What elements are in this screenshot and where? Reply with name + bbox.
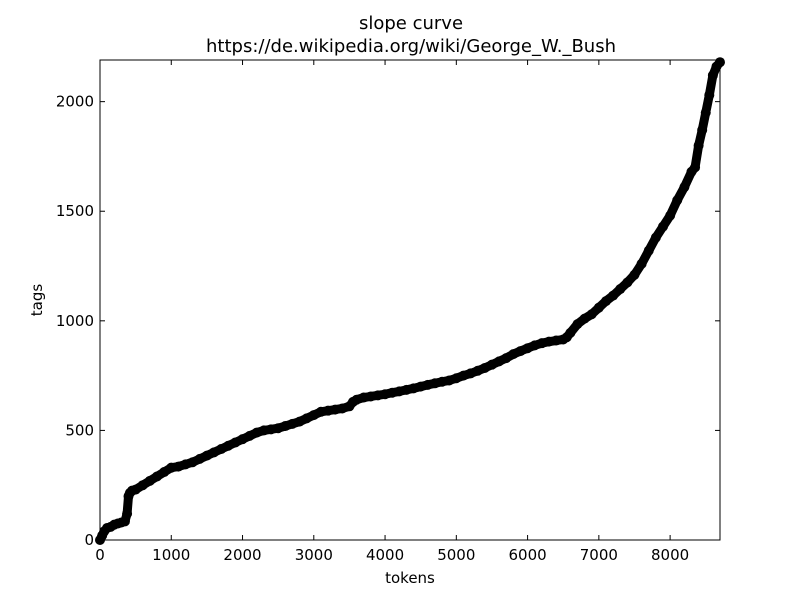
data-point: [608, 290, 619, 301]
data-point: [152, 471, 163, 482]
data-point: [704, 90, 715, 101]
y-tick-label: 0: [84, 531, 94, 549]
data-point: [122, 508, 133, 519]
x-axis-label: tokens: [385, 569, 435, 587]
data-point: [697, 125, 708, 136]
data-point: [586, 309, 597, 320]
x-tick-label: 1000: [152, 546, 190, 564]
data-point: [643, 245, 654, 256]
x-tick-label: 8000: [651, 546, 689, 564]
data-point: [572, 319, 583, 330]
plot-frame: [99, 59, 721, 541]
y-tick-label: 1000: [56, 312, 94, 330]
x-tick-label: 3000: [295, 546, 333, 564]
data-point: [622, 277, 633, 288]
x-tick-label: 2000: [223, 546, 261, 564]
data-point: [629, 269, 640, 280]
x-tick-label: 6000: [508, 546, 546, 564]
data-point: [119, 516, 130, 527]
data-point: [657, 221, 668, 232]
y-tick-label: 2000: [56, 93, 94, 111]
x-tick-label: 4000: [366, 546, 404, 564]
x-tick-label: 5000: [437, 546, 475, 564]
data-point: [690, 162, 701, 173]
series-curve: [95, 57, 725, 545]
axis-ticks: 0 1000 2000 3000 4000 5000 6000 7000 8000 0 500 100…: [56, 60, 720, 564]
data-point: [636, 258, 647, 269]
data-point: [700, 107, 711, 118]
data-point: [600, 296, 611, 307]
y-tick-label: 500: [65, 421, 94, 439]
data-point: [615, 284, 626, 295]
y-axis-label: tags: [28, 284, 46, 317]
data-point: [565, 327, 576, 338]
data-point: [693, 140, 704, 151]
data-point: [137, 480, 148, 491]
data-point: [707, 70, 718, 81]
data-point: [672, 195, 683, 206]
data-point: [679, 182, 690, 193]
chart-subtitle: https://de.wikipedia.org/wiki/George_W._…: [206, 36, 616, 57]
x-tick-label: 7000: [580, 546, 618, 564]
y-tick-label: 1500: [56, 202, 94, 220]
data-point: [665, 210, 676, 221]
data-point: [650, 232, 661, 243]
chart-title: slope curve: [359, 13, 463, 34]
data-point: [593, 302, 604, 313]
x-tick-label: 0: [95, 546, 105, 564]
data-marks: [95, 57, 725, 545]
